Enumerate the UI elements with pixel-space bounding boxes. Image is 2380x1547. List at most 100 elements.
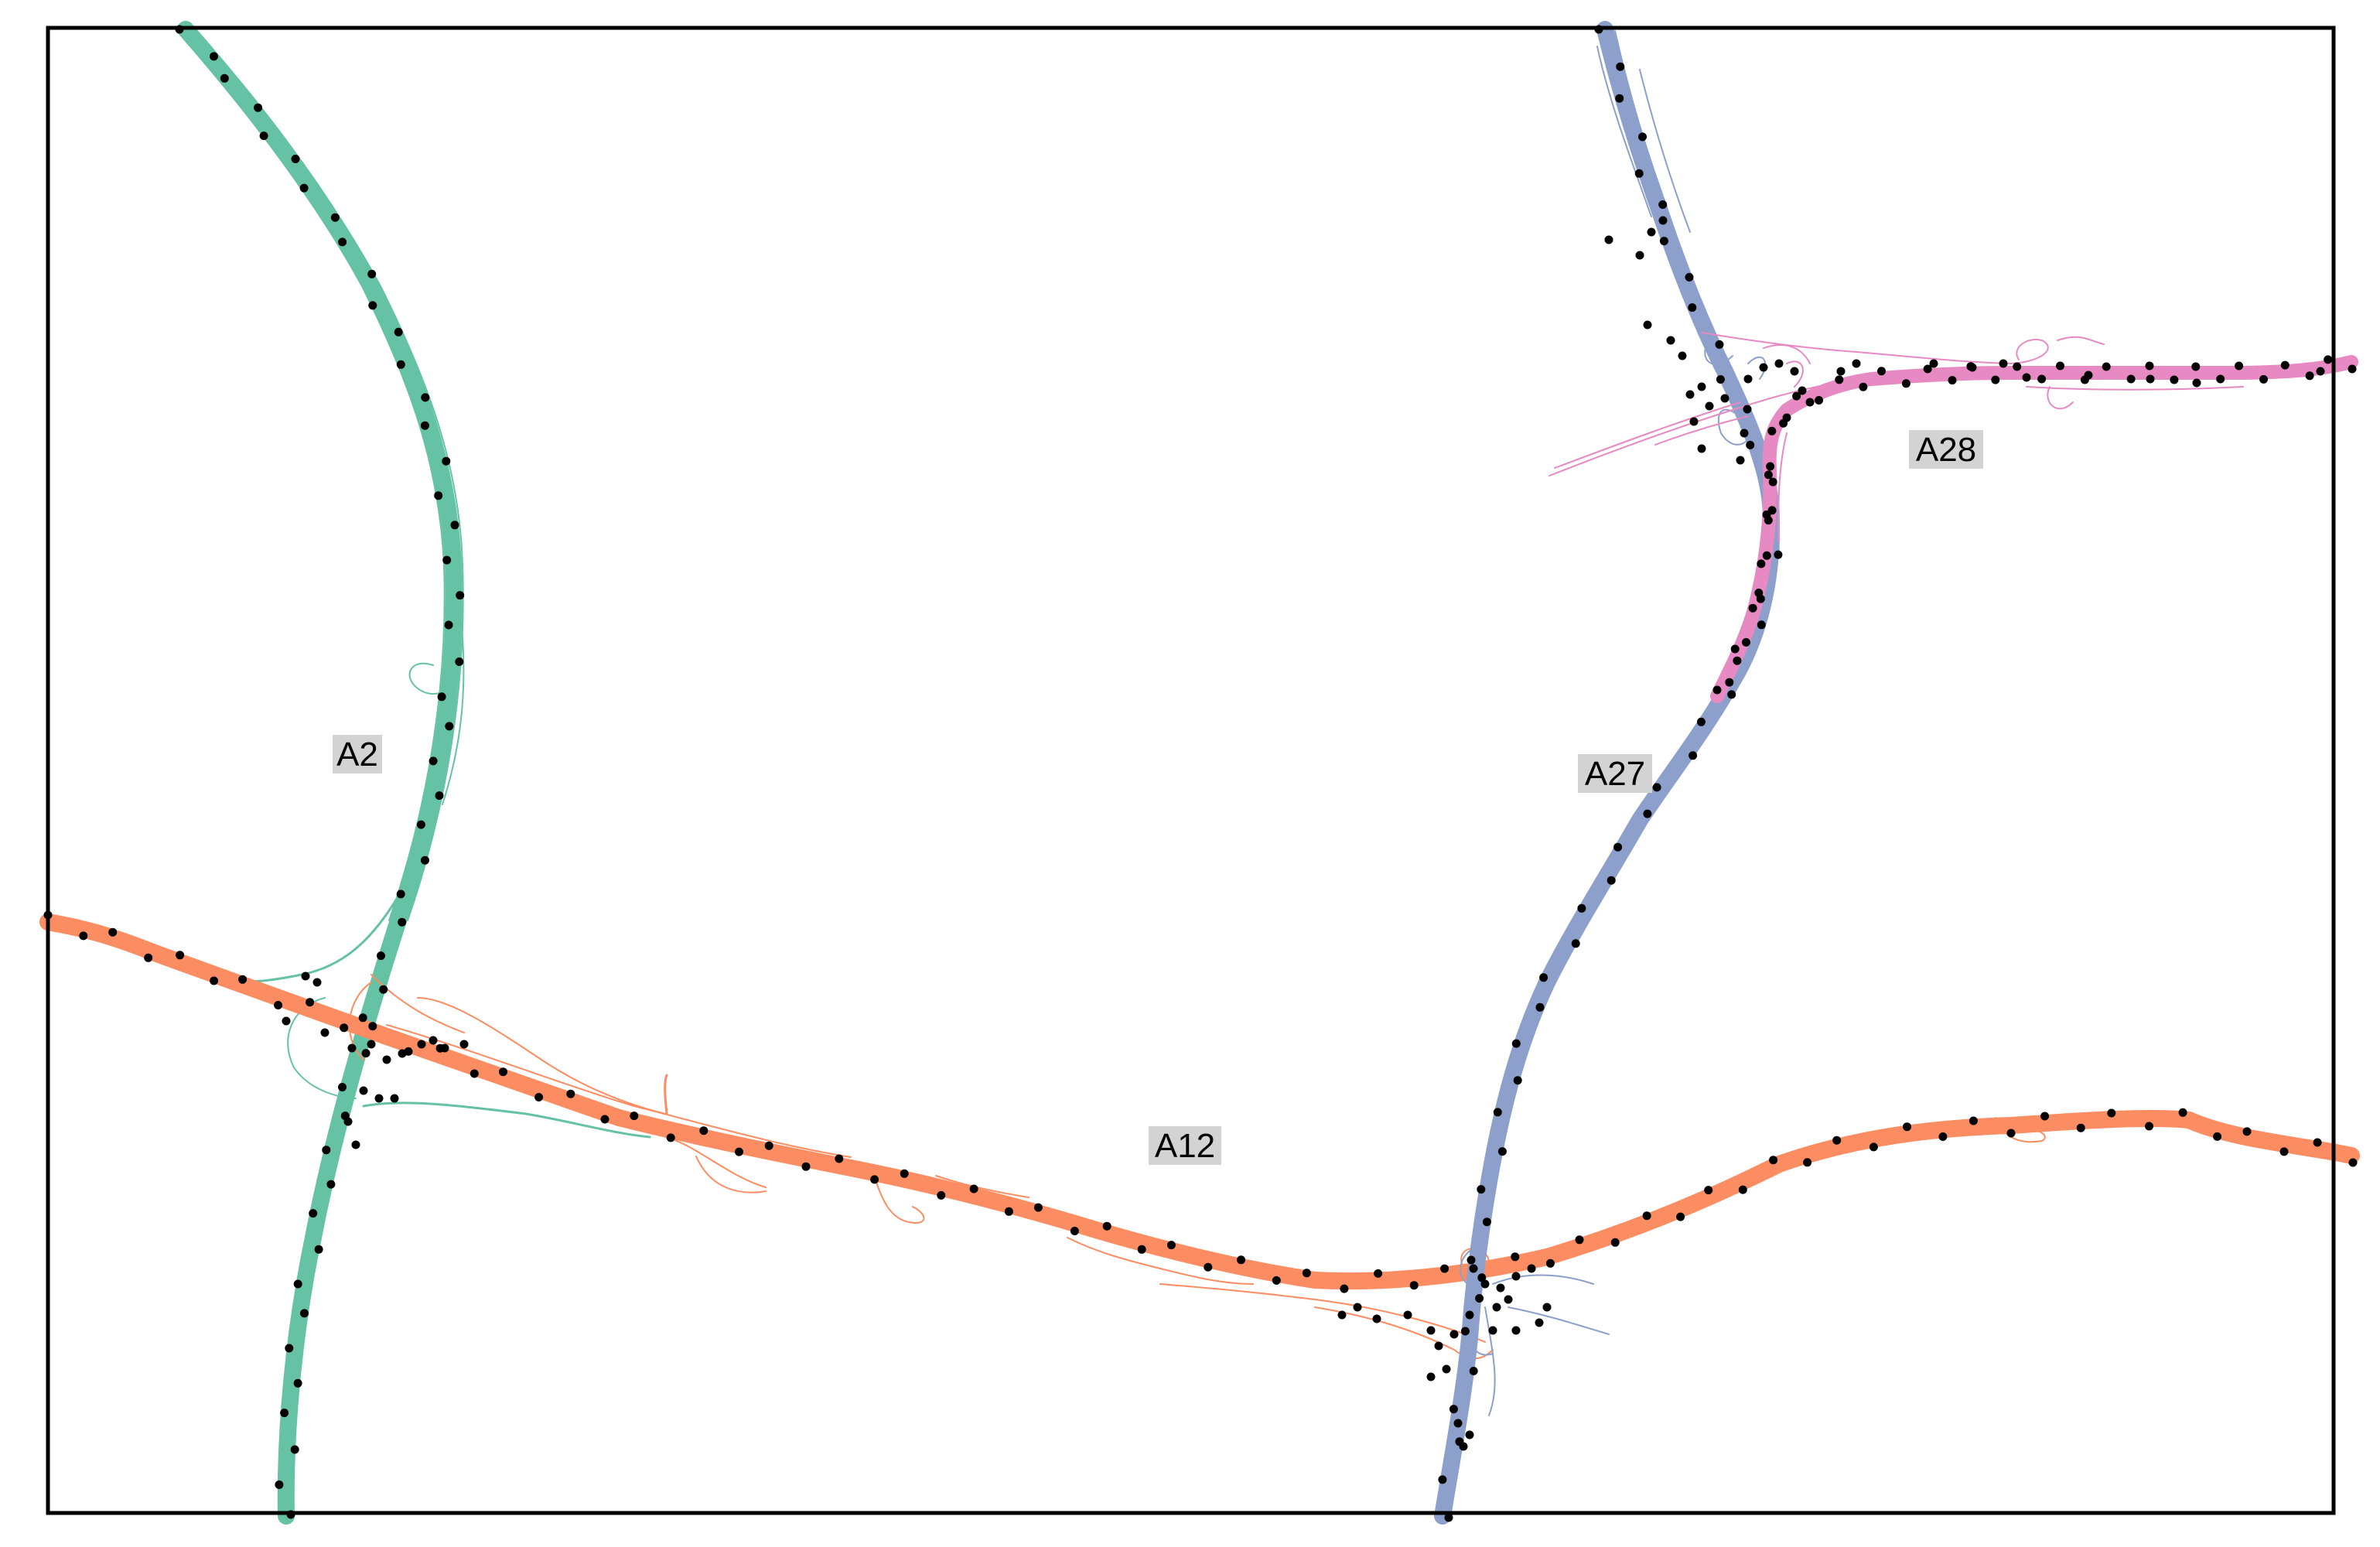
sensor-point [600,1115,610,1124]
sensor-point [1302,1269,1311,1278]
sensor-point [238,975,248,984]
sensor-point [2348,364,2357,374]
sensor-point [144,953,153,962]
sensor-point [259,131,268,141]
sensor-point [1465,1430,1474,1439]
sensor-point [2192,378,2201,388]
sensor-point [398,1049,407,1058]
sensor-point [1434,1341,1443,1351]
label-background [1578,754,1652,793]
sensor-point [1535,1002,1545,1012]
sensor-point [969,1184,978,1194]
sensor-point [1450,1330,1459,1339]
sensor-point [2022,373,2031,382]
sensor-point [421,393,430,402]
sensor-point [1725,678,1734,687]
sensor-point [285,1344,294,1353]
sensor-point [2178,1108,2187,1117]
sensor-point [1768,477,1777,487]
sensor-point [2084,371,2093,380]
sensor-point [1642,1211,1651,1221]
sensor-point [1442,1364,1451,1374]
sensor-point [301,972,310,981]
sensor-point [499,1067,507,1077]
sensor-point [1449,1405,1458,1414]
sensor-point [2280,360,2290,370]
sensor-point [1616,62,1625,71]
map-frame [46,26,2336,1515]
sensor-point [79,931,88,941]
sensor-point [1852,359,1861,368]
sensor-point [937,1190,946,1200]
sensor-point [1712,685,1722,695]
sensor-point [1798,386,1807,395]
sensor-point [1792,391,1801,401]
sensor-point [210,976,219,985]
sensor-point [1460,1327,1470,1336]
sensor-point [1743,374,1753,384]
sensor-point [1757,620,1766,630]
sensor-point [421,855,429,865]
sensor-point [2145,1122,2153,1131]
sensor-point [870,1175,879,1184]
sensor-point [630,1112,639,1121]
road-a28-carriageway [1710,355,2358,703]
sensor-point [1575,1235,1584,1245]
sensor-point [699,1126,709,1135]
sensor-point [1577,903,1586,913]
sensor-point [1805,398,1815,407]
sensor-point [293,1378,302,1388]
sensor-point [2006,1129,2016,1138]
sensor-point [293,1279,302,1289]
sensor-point [666,1133,675,1142]
sensor-point [1742,637,1750,647]
sensor-point [1738,1185,1747,1194]
sensor-point [275,1480,284,1489]
sensor-point [1659,237,1668,246]
sensor-point [1948,376,1957,385]
sensor-point [1504,1295,1513,1304]
sensor-point [1697,382,1706,391]
sensor-point [1469,1264,1478,1273]
sensor-point [1438,1475,1447,1484]
sensor-point [442,456,451,466]
sensor-point [314,1245,323,1254]
sensor-point [309,1209,318,1218]
sensor-point [1477,1273,1487,1282]
sensor-point [1070,1227,1079,1235]
sensor-point [1571,939,1580,948]
sensor-point [1488,1326,1497,1335]
sensor-point [1764,470,1773,480]
sensor-point [1835,375,1844,384]
sensor-point [1774,359,1784,368]
sensor-point [2316,367,2325,376]
sensor-point [340,1023,349,1033]
sensor-point [1688,303,1697,312]
sensor-point [108,927,118,937]
sensor-point [330,213,340,222]
sensor-point [534,1093,544,1101]
sensor-point [1832,1135,1842,1145]
sensor-point [1237,1255,1245,1265]
sensor-point [1467,1255,1476,1265]
sensor-point [280,1409,289,1418]
sensor-point [1643,809,1652,818]
sensor-point [1767,506,1777,515]
sensor-point [420,421,429,430]
road-label-a28-text: A28 [1916,431,1976,469]
sensor-point [1453,1419,1463,1428]
sensor-point [1736,456,1745,465]
road-a2-carriageway [177,21,463,1525]
sensor-point [1696,717,1706,726]
sensor-point [361,1049,370,1058]
sensor-point [2040,1112,2050,1121]
sensor-point [1340,1284,1349,1293]
sensor-point [1716,375,1725,384]
sensor-point [1697,444,1706,453]
sensor-point [1542,1303,1552,1312]
sensor-point [1638,132,1647,142]
sensor-point [1426,1372,1436,1381]
sensor-point [1545,1258,1555,1268]
sensor-point [1610,1238,1620,1247]
sensor-point [1204,1262,1213,1272]
